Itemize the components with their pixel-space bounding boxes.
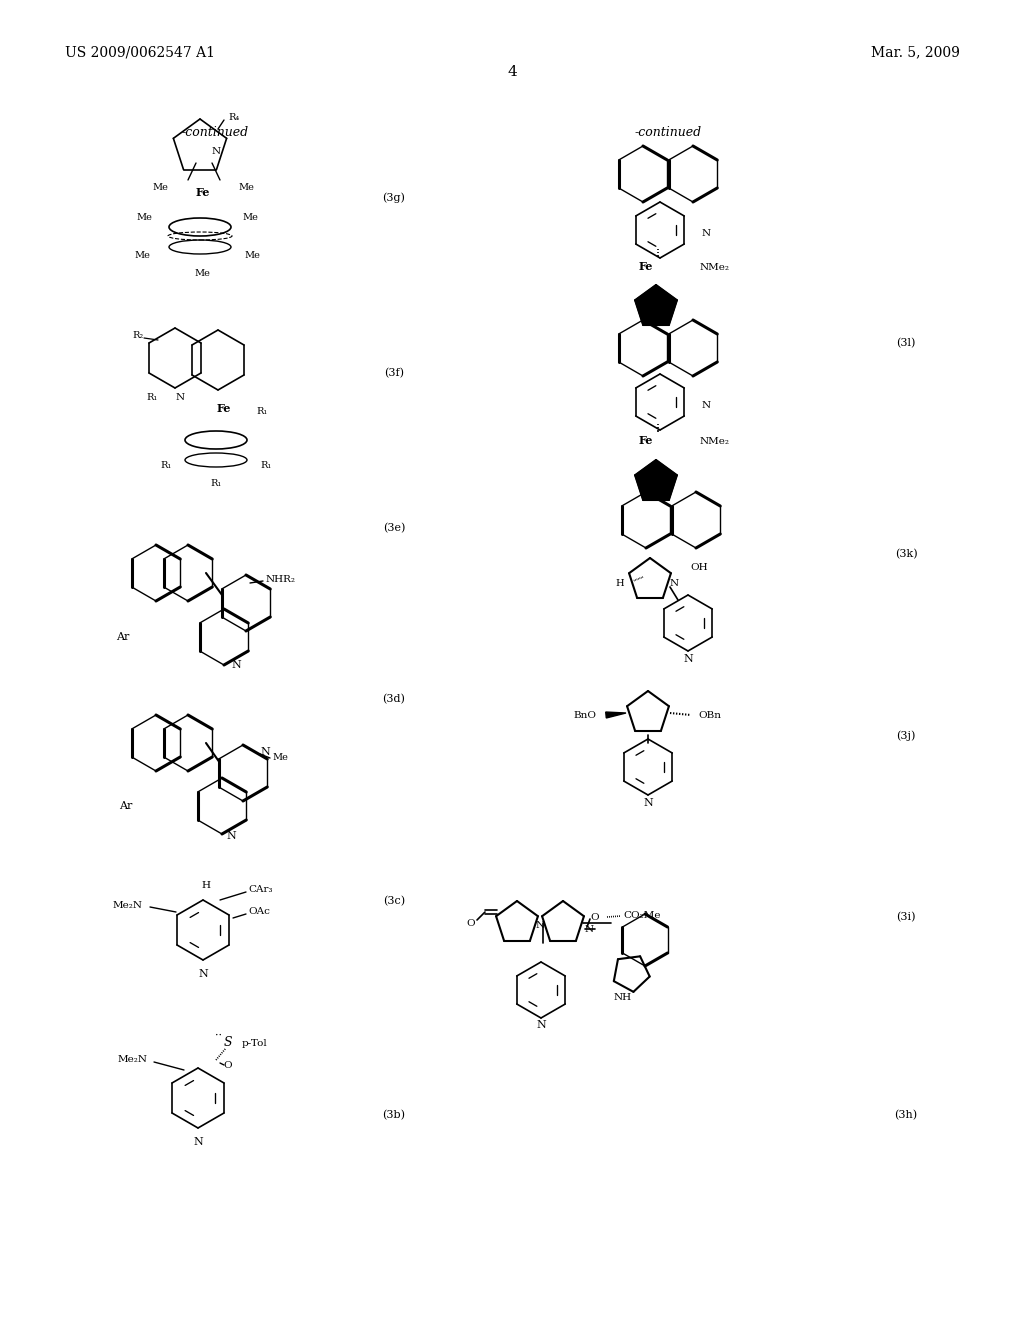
- Text: (3d): (3d): [383, 694, 406, 704]
- Text: CAr₃: CAr₃: [248, 886, 272, 895]
- Text: R₁: R₁: [256, 408, 267, 417]
- Text: US 2009/0062547 A1: US 2009/0062547 A1: [65, 45, 215, 59]
- Text: Ar: Ar: [117, 632, 130, 642]
- Text: (3g): (3g): [383, 193, 406, 203]
- Text: Me: Me: [238, 182, 254, 191]
- Text: Fe: Fe: [639, 260, 653, 272]
- Text: NMe₂: NMe₂: [700, 437, 730, 446]
- Text: N: N: [536, 920, 545, 929]
- Text: N: N: [226, 832, 236, 841]
- Text: N: N: [683, 653, 693, 664]
- Text: N: N: [701, 401, 711, 411]
- Text: N: N: [585, 925, 594, 935]
- Text: N: N: [175, 393, 184, 403]
- Polygon shape: [606, 711, 626, 718]
- Text: Fe: Fe: [217, 403, 231, 413]
- Polygon shape: [635, 459, 677, 500]
- Text: H: H: [202, 882, 211, 891]
- Text: Fe: Fe: [639, 434, 653, 446]
- Text: N: N: [231, 660, 241, 671]
- Text: Me₂N: Me₂N: [118, 1056, 148, 1064]
- Text: (3e): (3e): [383, 523, 406, 533]
- Text: CO₂Me: CO₂Me: [623, 911, 660, 920]
- Text: Ar: Ar: [120, 801, 133, 810]
- Text: Me: Me: [195, 268, 210, 277]
- Text: R₂: R₂: [132, 331, 143, 341]
- Text: (3c): (3c): [383, 896, 406, 906]
- Text: N: N: [198, 969, 208, 979]
- Text: (3l): (3l): [896, 338, 915, 348]
- Polygon shape: [635, 285, 677, 325]
- Text: (3k): (3k): [895, 549, 918, 560]
- Text: O: O: [223, 1061, 232, 1071]
- Text: Fe: Fe: [196, 187, 210, 198]
- Text: Me: Me: [136, 213, 152, 222]
- Text: Me: Me: [153, 182, 168, 191]
- Text: Me: Me: [272, 754, 288, 763]
- Text: OAc: OAc: [248, 908, 270, 916]
- Text: Me: Me: [134, 251, 150, 260]
- Text: -continued: -continued: [181, 125, 249, 139]
- Text: Me: Me: [242, 213, 258, 222]
- Text: R₁: R₁: [161, 462, 172, 470]
- Text: R₄: R₄: [228, 112, 240, 121]
- Text: R₁: R₁: [260, 462, 271, 470]
- Text: Me: Me: [244, 251, 260, 260]
- Text: (3j): (3j): [896, 731, 915, 742]
- Text: O: O: [466, 919, 475, 928]
- Text: NHR₂: NHR₂: [266, 574, 296, 583]
- Text: H: H: [615, 578, 624, 587]
- Text: -continued: -continued: [635, 125, 701, 139]
- Text: N: N: [260, 747, 269, 756]
- Text: (3h): (3h): [894, 1110, 918, 1121]
- Text: N: N: [194, 1137, 203, 1147]
- Text: OH: OH: [690, 562, 708, 572]
- Text: BnO: BnO: [573, 710, 596, 719]
- Text: ··: ··: [214, 1031, 221, 1041]
- Text: N: N: [701, 230, 711, 239]
- Text: N: N: [537, 1020, 546, 1030]
- Text: O: O: [590, 912, 599, 921]
- Text: NMe₂: NMe₂: [700, 264, 730, 272]
- Text: (3i): (3i): [896, 912, 915, 923]
- Text: (3b): (3b): [383, 1110, 406, 1121]
- Text: Me₂N: Me₂N: [113, 900, 143, 909]
- Text: N: N: [670, 578, 679, 587]
- Text: NH: NH: [614, 993, 632, 1002]
- Text: R₁: R₁: [146, 393, 158, 403]
- Text: N: N: [211, 147, 220, 156]
- Text: S: S: [223, 1036, 232, 1049]
- Text: 4: 4: [507, 65, 517, 79]
- Text: (3f): (3f): [384, 368, 404, 378]
- Text: N: N: [643, 799, 653, 808]
- Text: Mar. 5, 2009: Mar. 5, 2009: [871, 45, 961, 59]
- Text: R₁: R₁: [210, 479, 221, 487]
- Text: p-Tol: p-Tol: [242, 1039, 267, 1048]
- Text: OBn: OBn: [698, 710, 721, 719]
